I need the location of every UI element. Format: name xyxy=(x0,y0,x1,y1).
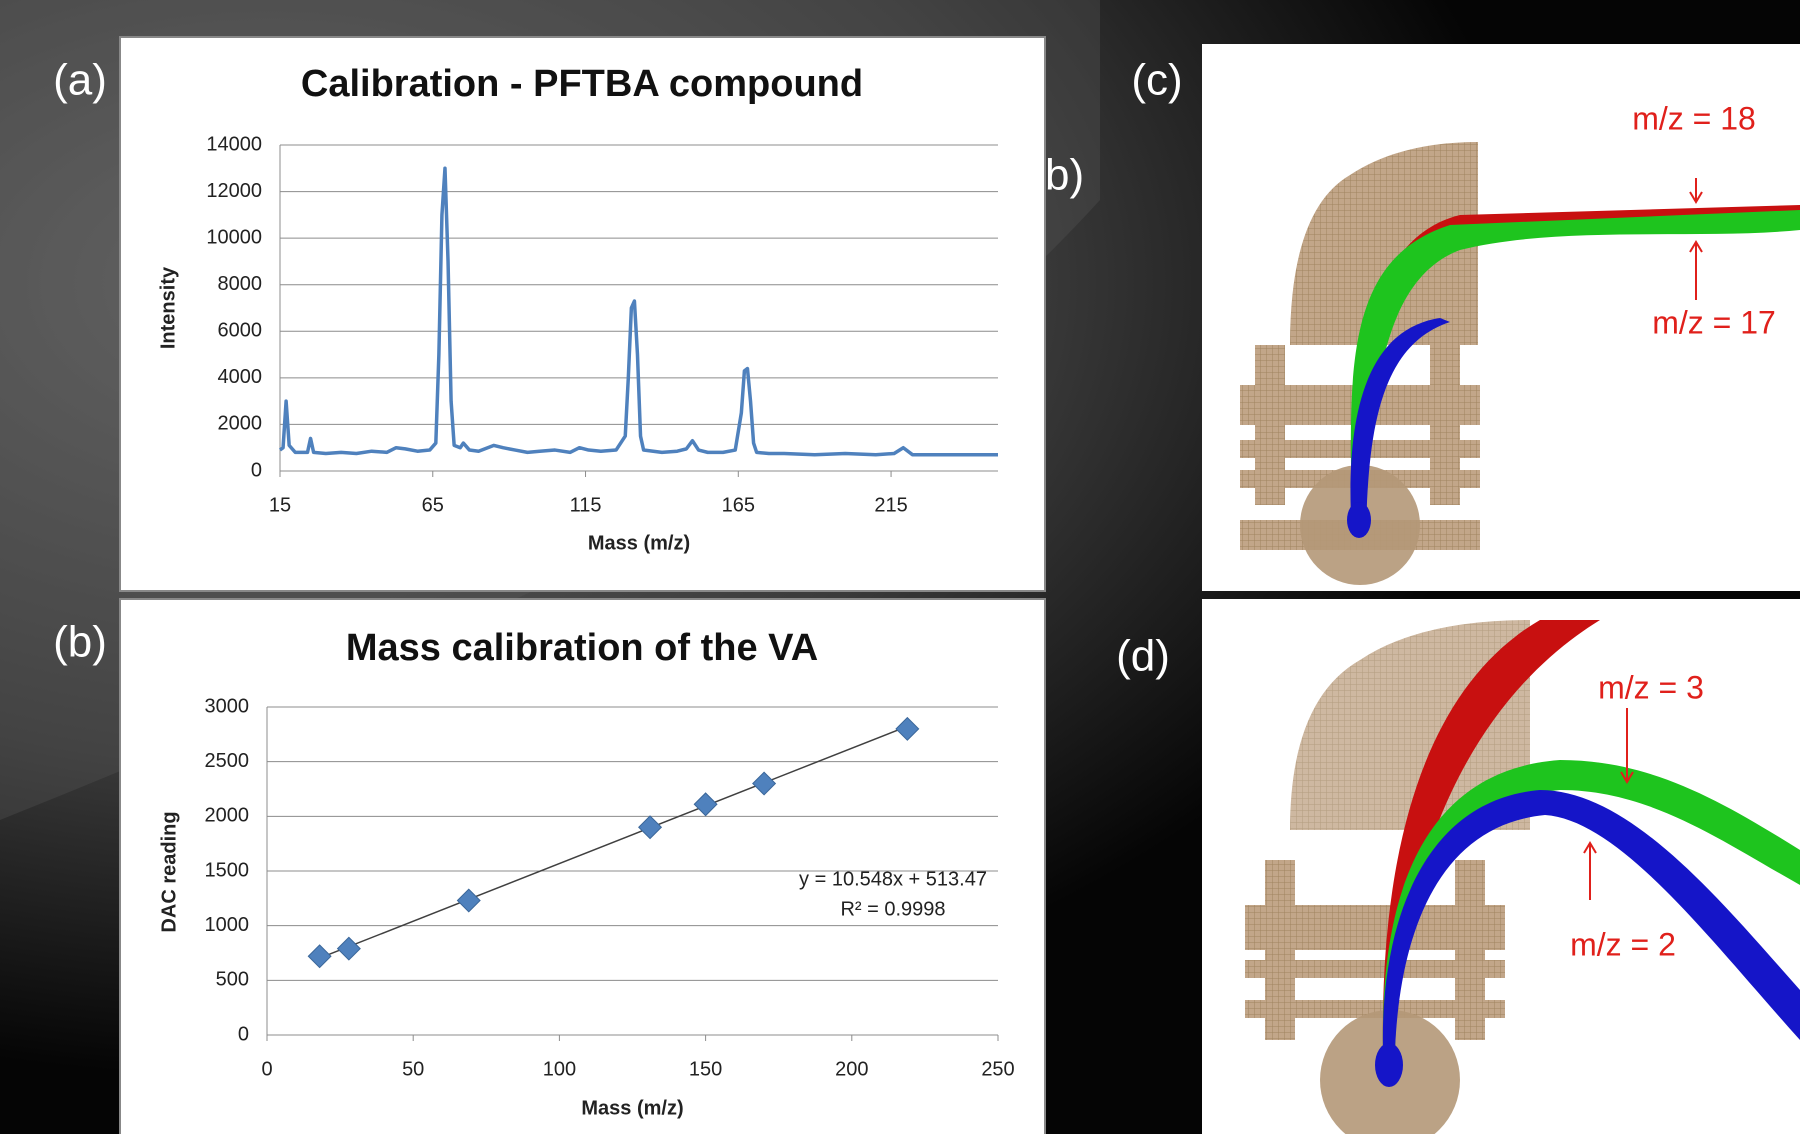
x-tick-label: 50 xyxy=(402,1058,424,1080)
point xyxy=(307,944,332,969)
y-tick-label: 500 xyxy=(216,969,249,991)
x-tick-label: 200 xyxy=(835,1058,868,1080)
panel-label: (a) xyxy=(53,56,107,105)
chart-a-frame xyxy=(119,36,1046,592)
y-tick-label: 0 xyxy=(251,459,262,481)
arrow xyxy=(1583,841,1597,900)
beam-origin xyxy=(1375,1043,1403,1087)
electrode xyxy=(1245,960,1505,978)
y-tick-label: 10000 xyxy=(206,226,262,248)
y-tick-label: 8000 xyxy=(218,273,263,295)
x-axis-label: Mass (m/z) xyxy=(581,1097,683,1119)
y-tick-label: 12000 xyxy=(206,180,262,202)
trend-r2: R² = 0.9998 xyxy=(840,898,945,920)
panel-c: m/z = 18 m/z = 17 xyxy=(1202,44,1800,591)
beam-2 xyxy=(1382,790,1800,1050)
arrow xyxy=(1689,240,1703,300)
x-tick-label: 150 xyxy=(689,1058,722,1080)
x-tick-label: 100 xyxy=(543,1058,576,1080)
post xyxy=(1265,860,1295,1040)
x-tick-label: 250 xyxy=(981,1058,1014,1080)
electrode xyxy=(1245,1000,1505,1018)
y-tick-label: 0 xyxy=(238,1023,249,1045)
trend-equation: y = 10.548x + 513.47 xyxy=(799,868,987,890)
y-tick-label: 14000 xyxy=(206,133,262,155)
y-tick-label: 4000 xyxy=(218,366,263,388)
x-axis-label: Mass (m/z) xyxy=(588,532,690,554)
y-tick-label: 3000 xyxy=(205,695,250,717)
y-tick-label: 1500 xyxy=(205,859,250,881)
annotation: m/z = 3 xyxy=(1598,669,1704,705)
magnet xyxy=(1290,620,1530,830)
post xyxy=(1455,860,1485,1040)
x-tick-label: 65 xyxy=(422,494,444,516)
panel-label: (d) xyxy=(1116,632,1170,681)
x-tick-label: 15 xyxy=(269,494,291,516)
y-axis-label: DAC reading xyxy=(158,811,180,932)
y-tick-label: 1000 xyxy=(205,914,250,936)
annotation: m/z = 2 xyxy=(1570,926,1676,962)
magnet xyxy=(1290,142,1478,345)
x-tick-label: 115 xyxy=(570,494,602,516)
point xyxy=(693,792,718,817)
post xyxy=(1430,345,1460,505)
point xyxy=(895,716,920,741)
beam-3-red xyxy=(1382,620,1600,1050)
y-tick-label: 2500 xyxy=(205,750,250,772)
point xyxy=(638,815,663,840)
panel-label: (c) xyxy=(1131,56,1182,105)
y-tick-label: 2000 xyxy=(205,805,250,827)
panel-d: m/z = 3 m/z = 2 xyxy=(1202,599,1800,1134)
y-axis-label: Intensity xyxy=(157,266,179,349)
y-tick-label: 6000 xyxy=(218,320,263,342)
beam-origin xyxy=(1347,502,1371,538)
arrow xyxy=(1689,178,1703,204)
chart-b-frame xyxy=(119,598,1046,1134)
beam-blue xyxy=(1350,318,1450,535)
x-tick-label: 165 xyxy=(722,494,755,516)
x-tick-label: 0 xyxy=(261,1058,272,1080)
point xyxy=(456,888,481,913)
post xyxy=(1255,345,1285,505)
trendline xyxy=(319,725,908,959)
stray-label: b) xyxy=(1045,151,1084,200)
chart-title: Calibration - PFTBA compound xyxy=(301,63,863,105)
point xyxy=(336,936,361,961)
arrow xyxy=(1620,708,1634,784)
chart-title: Mass calibration of the VA xyxy=(346,627,818,669)
annotation: m/z = 17 xyxy=(1652,304,1776,340)
point xyxy=(752,771,777,796)
panel-label: (b) xyxy=(53,618,107,667)
y-tick-label: 2000 xyxy=(218,413,263,435)
line xyxy=(278,166,998,457)
x-tick-label: 215 xyxy=(874,494,907,516)
annotation: m/z = 18 xyxy=(1632,100,1756,136)
